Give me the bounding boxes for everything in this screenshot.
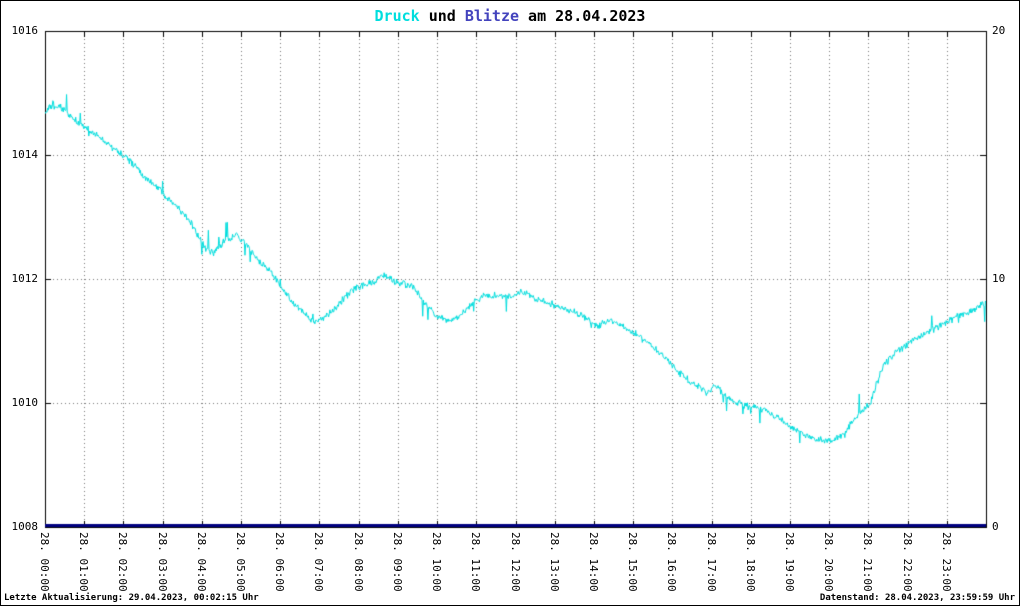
x-tick-label: 28. 03:00 [155, 532, 169, 592]
title-part: am 28.04.2023 [519, 7, 646, 25]
chart-title: Druck und Blitze am 28.04.2023 [1, 7, 1019, 25]
x-tick-label: 28. 19:00 [782, 532, 796, 592]
x-tick-label: 28. 14:00 [586, 532, 600, 592]
x-tick-label: 28. 05:00 [234, 532, 248, 592]
x-tick-label: 28. 23:00 [939, 532, 953, 592]
y-left-tick-label: 1010 [11, 396, 39, 409]
y-left-tick-label: 1016 [11, 24, 39, 37]
y-left-tick-label: 1012 [11, 272, 39, 285]
x-tick-label: 28. 12:00 [508, 532, 522, 592]
x-tick-label: 28. 00:00 [38, 532, 51, 592]
x-tick-label: 28. 06:00 [273, 532, 287, 592]
x-tick-label: 28. 07:00 [312, 532, 326, 592]
x-tick-label: 28. 20:00 [822, 532, 836, 592]
y-right-tick-label: 10 [992, 272, 1006, 285]
y-right-tick-label: 0 [992, 520, 999, 533]
x-tick-label: 28. 15:00 [626, 532, 640, 592]
y-left-tick-label: 1008 [11, 520, 39, 533]
x-tick-label: 28. 02:00 [116, 532, 130, 592]
x-tick-label: 28. 18:00 [743, 532, 757, 592]
x-tick-label: 28. 04:00 [194, 532, 208, 592]
x-tick-label: 28. 01:00 [77, 532, 91, 592]
x-tick-label: 28. 09:00 [390, 532, 404, 592]
footer-data-state: Datenstand: 28.04.2023, 23:59:59 Uhr [819, 593, 1015, 603]
x-tick-label: 28. 21:00 [861, 532, 875, 592]
footer-last-update: Letzte Aktualisierung: 29.04.2023, 00:02… [4, 593, 259, 603]
title-part: und [419, 7, 465, 25]
title-part: Druck [374, 7, 420, 25]
x-tick-label: 28. 08:00 [351, 532, 365, 592]
x-tick-label: 28. 17:00 [704, 532, 718, 592]
title-part: Blitze [464, 7, 520, 25]
x-tick-label: 28. 16:00 [665, 532, 679, 592]
y-left-tick-label: 1014 [11, 148, 39, 161]
x-tick-label: 28. 22:00 [900, 532, 914, 592]
x-tick-label: 28. 11:00 [469, 532, 483, 592]
x-tick-label: 28. 13:00 [547, 532, 561, 592]
x-tick-label: 28. 10:00 [430, 532, 444, 592]
y-right-tick-label: 20 [992, 24, 1006, 37]
